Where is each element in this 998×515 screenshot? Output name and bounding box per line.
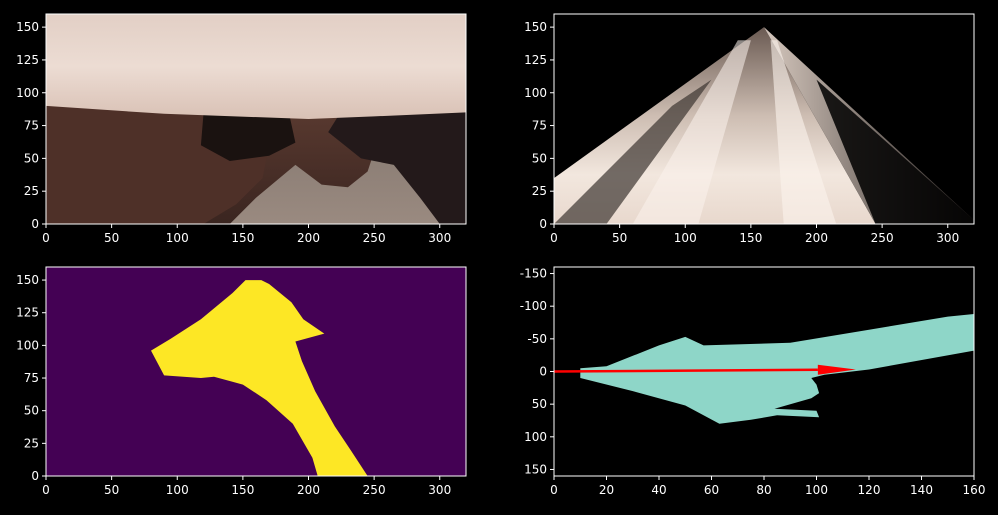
warp-streak-bright <box>632 40 751 224</box>
direction-arrow-shaft <box>554 368 818 373</box>
plot-area <box>554 14 974 224</box>
x-tick-label: 60 <box>704 483 719 497</box>
x-tick-label: 300 <box>936 231 959 245</box>
axes-frame <box>45 13 467 225</box>
y-tick-label: 50 <box>24 404 39 418</box>
y-tick-label: 0 <box>539 217 547 231</box>
x-tick-label: 100 <box>166 483 189 497</box>
subplot-1: 0 50 100 150 200 250 300 0 25 50 75 100 125 150 <box>16 13 467 245</box>
x-tick-label: 150 <box>231 483 254 497</box>
y-tick-label: -150 <box>520 267 547 281</box>
y-tick-label: 75 <box>24 371 39 385</box>
x-tick-label: 200 <box>297 231 320 245</box>
y-tick-label: 0 <box>539 365 547 379</box>
x-tick-label: 40 <box>651 483 666 497</box>
axes-frame <box>553 13 975 225</box>
x-tick-label: 100 <box>674 231 697 245</box>
y-tick-label: 25 <box>24 184 39 198</box>
y-tick-label: 150 <box>16 20 39 34</box>
x-tick-label: 300 <box>428 483 451 497</box>
subplot-4: 0 20 40 60 80 100 120 140 160 -150 -100 -50 0 50 100 15… <box>520 266 986 497</box>
x-tick-label: 200 <box>805 231 828 245</box>
x-tick-label: 80 <box>756 483 771 497</box>
y-tick-label: 100 <box>16 86 39 100</box>
plot-area <box>46 14 466 224</box>
x-tick-label: 0 <box>42 483 50 497</box>
plot-area <box>46 267 466 476</box>
y-tick-label: 100 <box>524 430 547 444</box>
y-tick-label: 0 <box>31 469 39 483</box>
x-tick-label: 0 <box>550 483 558 497</box>
boulder-left <box>200 105 296 161</box>
mask-region <box>151 280 368 476</box>
x-tick-label: 0 <box>42 231 50 245</box>
y-tick-label: 50 <box>24 151 39 165</box>
y-tick-label: 125 <box>524 53 547 67</box>
subplot-3: 0 50 100 150 200 250 300 0 25 50 75 100 125 150 <box>16 266 467 497</box>
y-tick-label: 125 <box>16 53 39 67</box>
warp-streak-dark <box>554 79 712 224</box>
y-tick-label: 125 <box>16 306 39 320</box>
y-tick-label: 75 <box>532 119 547 133</box>
plot-area <box>554 267 974 476</box>
y-tick-label: 100 <box>16 338 39 352</box>
warp-streak-center <box>770 40 837 224</box>
warp-shadow-right <box>816 79 974 224</box>
boulder-right <box>328 105 466 224</box>
y-tick-label: 75 <box>24 119 39 133</box>
x-tick-label: 200 <box>297 483 320 497</box>
x-tick-label: 50 <box>104 231 119 245</box>
y-tick-label: 150 <box>16 273 39 287</box>
x-tick-label: 160 <box>963 483 986 497</box>
y-tick-label: 100 <box>524 86 547 100</box>
y-tick-label: 0 <box>31 217 39 231</box>
subplot-2: 0 50 100 150 200 250 300 0 25 50 75 100 125 150 <box>524 13 975 245</box>
x-tick-label: 140 <box>910 483 933 497</box>
x-tick-label: 250 <box>871 231 894 245</box>
y-tick-label: 25 <box>24 436 39 450</box>
x-tick-label: 0 <box>550 231 558 245</box>
y-tick-label: 150 <box>524 20 547 34</box>
y-tick-label: 50 <box>532 151 547 165</box>
x-tick-label: 250 <box>363 231 386 245</box>
axes-frame <box>45 266 467 477</box>
x-tick-label: 300 <box>428 231 451 245</box>
x-tick-label: 150 <box>739 231 762 245</box>
x-tick-label: 20 <box>599 483 614 497</box>
y-tick-label: 50 <box>532 397 547 411</box>
ground-region <box>46 14 466 119</box>
x-tick-label: 100 <box>805 483 828 497</box>
x-tick-label: 50 <box>104 483 119 497</box>
y-tick-label: 150 <box>524 462 547 476</box>
y-tick-label: 25 <box>532 184 547 198</box>
x-tick-label: 150 <box>231 231 254 245</box>
y-tick-label: -50 <box>527 332 547 346</box>
x-tick-label: 250 <box>363 483 386 497</box>
x-tick-label: 100 <box>166 231 189 245</box>
y-tick-label: -100 <box>520 299 547 313</box>
x-tick-label: 50 <box>612 231 627 245</box>
direction-arrow-head <box>817 364 856 375</box>
x-tick-label: 120 <box>858 483 881 497</box>
